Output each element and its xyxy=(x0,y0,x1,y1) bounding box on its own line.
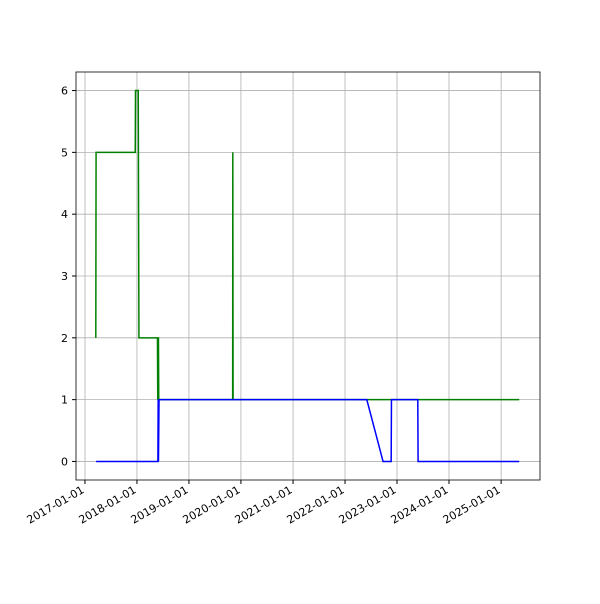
x-tick-label: 2018-01-01 xyxy=(77,483,139,526)
x-tick-label: 2025-01-01 xyxy=(441,483,503,526)
plot-frame xyxy=(75,71,541,481)
y-tick-label: 2 xyxy=(61,332,68,345)
x-tick-label: 2019-01-01 xyxy=(129,483,191,526)
data-line xyxy=(95,89,520,401)
y-tick-label: 5 xyxy=(61,146,68,159)
x-tick-label: 2022-01-01 xyxy=(285,483,347,526)
x-tick-label: 2020-01-01 xyxy=(181,483,243,526)
y-tick-label: 6 xyxy=(61,85,68,98)
data-line xyxy=(96,398,520,463)
x-tick-label: 2023-01-01 xyxy=(337,483,399,526)
y-tick-label: 3 xyxy=(61,270,68,283)
y-tick-label: 1 xyxy=(61,394,68,407)
x-tick-label: 2024-01-01 xyxy=(389,483,451,526)
y-tick-label: 0 xyxy=(61,455,68,468)
x-tick-label: 2017-01-01 xyxy=(25,483,87,526)
y-tick-label: 4 xyxy=(61,208,68,221)
x-tick-label: 2021-01-01 xyxy=(233,483,295,526)
